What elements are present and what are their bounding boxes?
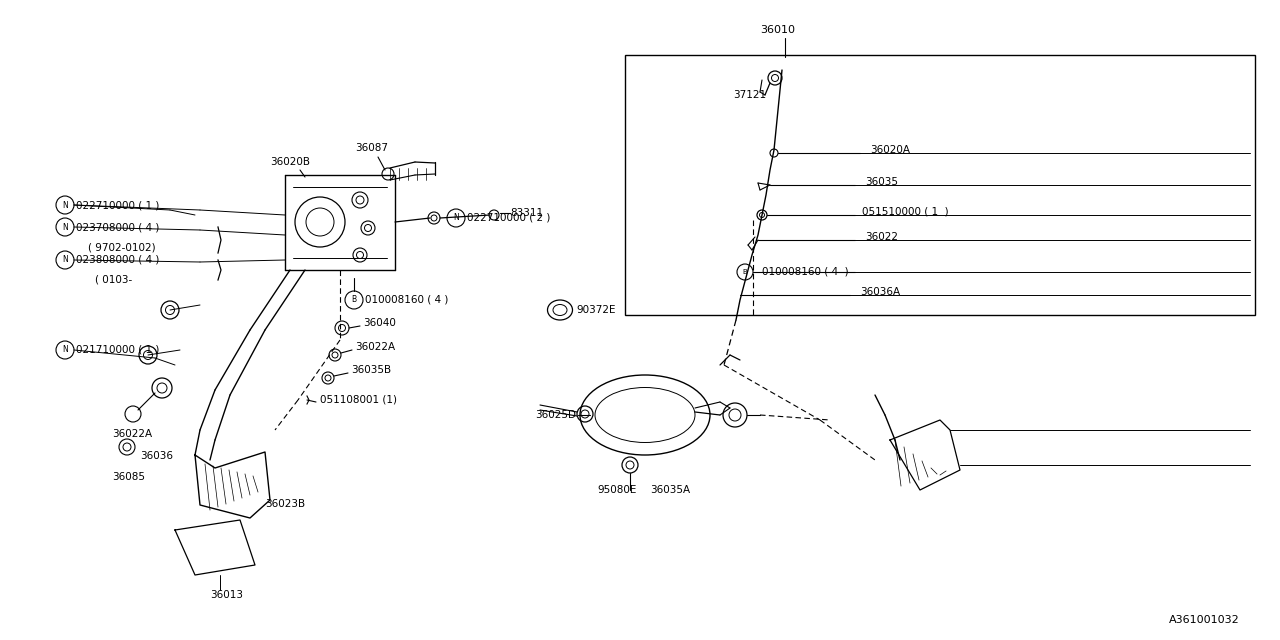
Text: 010008160 ( 4  ): 010008160 ( 4 ) [762, 267, 849, 277]
Text: 36022A: 36022A [355, 342, 396, 352]
Text: 022710000 ( 2 ): 022710000 ( 2 ) [467, 213, 550, 223]
Text: 36025D: 36025D [535, 410, 576, 420]
Text: 90372E: 90372E [576, 305, 616, 315]
Text: A361001032: A361001032 [1169, 615, 1240, 625]
Text: ( 0103-: ( 0103- [95, 275, 132, 285]
Text: 051108001 (1): 051108001 (1) [320, 394, 397, 404]
Text: 36020A: 36020A [870, 145, 910, 155]
Text: 36085: 36085 [113, 472, 145, 482]
Text: N: N [63, 255, 68, 264]
Text: 37121: 37121 [733, 90, 767, 100]
Text: N: N [63, 200, 68, 209]
Text: 36022: 36022 [865, 232, 899, 242]
Text: 010008160 ( 4 ): 010008160 ( 4 ) [365, 295, 448, 305]
Text: 36040: 36040 [364, 318, 396, 328]
Text: 95080E: 95080E [596, 485, 636, 495]
Text: 36035: 36035 [865, 177, 899, 187]
Text: 023708000 ( 4 ): 023708000 ( 4 ) [76, 222, 160, 232]
Text: 023808000 ( 4 ): 023808000 ( 4 ) [76, 255, 160, 265]
Bar [625, 55, 1254, 315]
Text: N: N [63, 223, 68, 232]
Text: 36022A: 36022A [113, 429, 152, 439]
Text: 36013: 36013 [210, 590, 243, 600]
Text: 36036: 36036 [140, 451, 173, 461]
Text: 36020B: 36020B [270, 157, 310, 167]
Text: 021710000 ( 1 ): 021710000 ( 1 ) [76, 345, 160, 355]
Text: ( 9702-0102): ( 9702-0102) [88, 243, 156, 253]
Text: 36023B: 36023B [265, 499, 305, 509]
Text: 36036A: 36036A [860, 287, 900, 297]
Text: 36010: 36010 [760, 25, 795, 35]
Text: B: B [352, 296, 357, 305]
Text: 36087: 36087 [355, 143, 388, 153]
Text: 83311: 83311 [509, 208, 543, 218]
Text: 051510000 ( 1  ): 051510000 ( 1 ) [861, 207, 948, 217]
Text: 022710000 ( 1 ): 022710000 ( 1 ) [76, 200, 160, 210]
Text: 36035B: 36035B [351, 365, 392, 375]
Text: B: B [742, 269, 748, 275]
Text: N: N [63, 346, 68, 355]
Text: 36035A: 36035A [650, 485, 690, 495]
Text: N: N [453, 214, 458, 223]
